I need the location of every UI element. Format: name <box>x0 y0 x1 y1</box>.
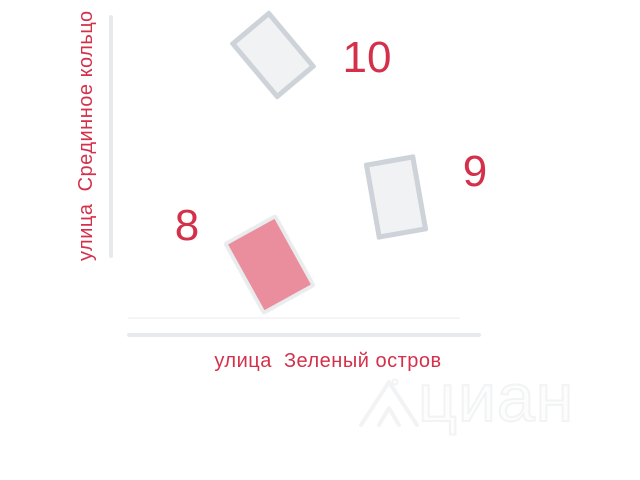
cian-mountain-logo-icon <box>359 378 419 427</box>
street-label-sredinnoe-koltso: улица Срединное кольцо <box>75 10 97 261</box>
building-number-9[interactable]: 9 <box>462 147 488 196</box>
cian-brand-text: циан <box>417 360 575 436</box>
building-plot-9[interactable] <box>363 154 429 240</box>
road-line-zeleny-ostrov <box>127 333 481 337</box>
road-line-faint <box>128 317 460 319</box>
building-plot-10[interactable] <box>229 9 317 101</box>
building-number-10[interactable]: 10 <box>342 33 392 82</box>
building-number-8[interactable]: 8 <box>174 201 200 250</box>
road-line-sredinnoe-koltso <box>109 15 113 258</box>
street-label-zeleny-ostrov: улица Зеленый остров <box>214 350 442 372</box>
building-plot-8-highlighted[interactable] <box>224 214 315 315</box>
